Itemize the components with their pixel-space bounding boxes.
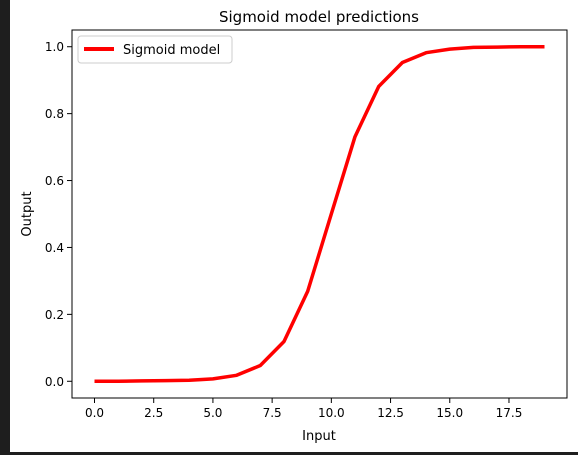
- legend: Sigmoid model: [78, 36, 232, 63]
- y-tick-label: 0.0: [45, 375, 64, 389]
- x-tick-label: 7.5: [263, 406, 282, 420]
- x-tick-label: 2.5: [144, 406, 163, 420]
- y-tick-label: 0.8: [45, 107, 64, 121]
- y-tick-label: 1.0: [45, 40, 64, 54]
- y-tick-label: 0.4: [45, 241, 64, 255]
- legend-label: Sigmoid model: [123, 43, 220, 58]
- x-tick-label: 17.5: [496, 406, 523, 420]
- y-tick-label: 0.6: [45, 174, 64, 188]
- x-tick-label: 12.5: [377, 406, 404, 420]
- plot-area: [72, 30, 567, 398]
- y-tick-label: 0.2: [45, 308, 64, 322]
- x-tick-label: 15.0: [436, 406, 463, 420]
- y-axis-label: Output: [20, 191, 35, 236]
- x-axis-label: Input: [302, 429, 336, 444]
- x-axis: 0.0 2.5 5.0 7.5 10.0 12.5 15.0 17.5: [85, 398, 522, 420]
- y-axis: 0.0 0.2 0.4 0.6 0.8 1.0: [45, 40, 72, 389]
- series-line: [95, 47, 545, 382]
- x-tick-label: 0.0: [85, 406, 104, 420]
- chart-title: Sigmoid model predictions: [219, 8, 419, 26]
- x-tick-label: 5.0: [203, 406, 222, 420]
- x-tick-label: 10.0: [318, 406, 345, 420]
- series-layer: [95, 47, 545, 382]
